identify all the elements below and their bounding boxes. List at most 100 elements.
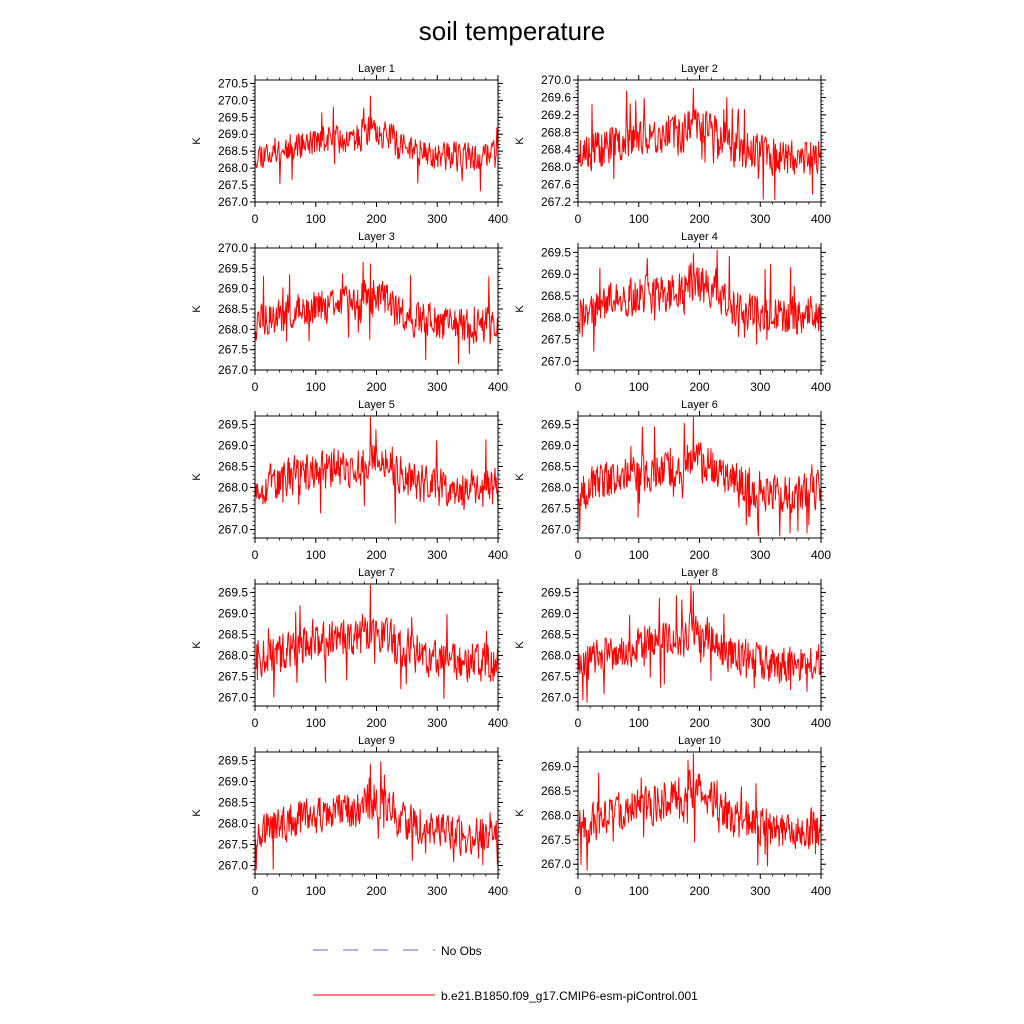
y-tick-label: 269.0 (218, 282, 248, 296)
y-tick-label: 270.0 (541, 73, 571, 87)
x-tick-label: 0 (575, 212, 582, 226)
y-axis-label: K (514, 473, 526, 481)
panel-title: Layer 3 (358, 231, 395, 243)
series-line (255, 95, 499, 192)
y-tick-label: 269.0 (218, 606, 248, 620)
x-tick-label: 200 (366, 380, 386, 394)
y-tick-label: 268.5 (541, 784, 571, 798)
x-tick-label: 0 (252, 884, 259, 898)
y-axis-label: K (191, 473, 203, 481)
x-tick-label: 200 (689, 380, 709, 394)
y-tick-label: 268.5 (541, 627, 571, 641)
y-tick-label: 269.0 (541, 438, 571, 452)
x-tick-label: 400 (811, 548, 831, 562)
x-tick-label: 200 (689, 212, 709, 226)
y-tick-label: 267.0 (218, 691, 248, 705)
y-axis-label: K (191, 305, 203, 313)
y-tick-label: 268.0 (541, 160, 571, 174)
x-tick-label: 300 (427, 884, 447, 898)
x-tick-label: 0 (575, 380, 582, 394)
y-tick-label: 269.0 (541, 606, 571, 620)
y-axis-label: K (514, 305, 526, 313)
x-tick-label: 200 (366, 212, 386, 226)
x-tick-label: 300 (750, 548, 770, 562)
y-tick-label: 268.5 (218, 627, 248, 641)
x-tick-label: 200 (689, 548, 709, 562)
series-line (255, 261, 499, 365)
x-tick-label: 300 (427, 716, 447, 730)
panel-title: Layer 4 (681, 231, 718, 243)
x-tick-label: 100 (629, 212, 649, 226)
y-tick-label: 269.5 (541, 585, 571, 599)
y-tick-label: 267.5 (218, 178, 248, 192)
legend-label-model: b.e21.B1850.f09_g17.CMIP6-esm-piControl.… (441, 989, 698, 1003)
panel-layer-5: Layer 5 K 267.0 267.5 268.0 268.5 269.0 269.5 0 1… (191, 399, 508, 562)
y-tick-label: 268.0 (541, 649, 571, 663)
panel-layer-7: Layer 7 K 267.0 267.5 268.0 268.5 269.0 269.5 0 1… (191, 567, 508, 730)
panel-title: Layer 5 (358, 399, 395, 411)
legend-label-no-obs: No Obs (441, 944, 482, 958)
panel-title: Layer 8 (681, 567, 718, 579)
y-tick-label: 269.0 (218, 127, 248, 141)
y-tick-label: 268.5 (218, 144, 248, 158)
y-tick-label: 267.5 (218, 343, 248, 357)
x-tick-label: 300 (750, 380, 770, 394)
y-tick-label: 270.5 (218, 76, 248, 90)
panel-title: Layer 10 (678, 735, 721, 747)
x-tick-label: 100 (629, 716, 649, 730)
y-tick-label: 269.0 (218, 438, 248, 452)
panel-title: Layer 6 (681, 399, 718, 411)
plot-frame (577, 415, 822, 539)
x-tick-label: 300 (750, 716, 770, 730)
y-tick-label: 269.0 (541, 267, 571, 281)
x-tick-label: 100 (306, 212, 326, 226)
x-tick-label: 200 (366, 716, 386, 730)
y-tick-label: 268.0 (218, 161, 248, 175)
y-tick-label: 269.6 (541, 90, 571, 104)
panel-layer-1: Layer 1 K 267.0 267.5 268.0 268.5 269.0 269.5 27… (191, 63, 508, 226)
series-line (255, 761, 499, 871)
y-tick-label: 267.0 (218, 363, 248, 377)
y-tick-label: 267.0 (541, 354, 571, 368)
x-tick-label: 400 (811, 380, 831, 394)
x-tick-label: 400 (488, 548, 508, 562)
series-line (255, 584, 499, 699)
x-tick-label: 300 (750, 212, 770, 226)
x-tick-label: 100 (629, 548, 649, 562)
y-tick-label: 267.0 (218, 195, 248, 209)
y-tick-label: 267.5 (218, 670, 248, 684)
y-tick-label: 268.0 (541, 808, 571, 822)
y-tick-label: 269.5 (218, 110, 248, 124)
x-tick-label: 400 (488, 212, 508, 226)
y-tick-label: 267.5 (541, 502, 571, 516)
y-tick-label: 267.5 (218, 838, 248, 852)
y-tick-label: 267.0 (541, 523, 571, 537)
panels: Layer 1 K 267.0 267.5 268.0 268.5 269.0 269.5 27… (191, 63, 831, 898)
y-axis-label: K (514, 137, 526, 145)
y-tick-label: 270.0 (218, 93, 248, 107)
y-tick-label: 269.5 (541, 417, 571, 431)
x-tick-label: 200 (366, 548, 386, 562)
x-tick-label: 300 (427, 212, 447, 226)
panel-layer-10: Layer 10 K 267.0 267.5 268.0 268.5 269.0 0 100 20… (514, 735, 831, 898)
y-tick-label: 268.4 (541, 143, 571, 157)
panel-layer-9: Layer 9 K 267.0 267.5 268.0 268.5 269.0 269.5 0 1… (191, 735, 508, 898)
y-axis-label: K (191, 137, 203, 145)
y-tick-label: 268.0 (541, 481, 571, 495)
y-tick-label: 268.0 (218, 817, 248, 831)
x-tick-label: 300 (427, 380, 447, 394)
y-tick-label: 268.0 (218, 481, 248, 495)
y-tick-label: 270.0 (218, 241, 248, 255)
y-tick-label: 268.0 (218, 322, 248, 336)
panel-title: Layer 1 (358, 63, 395, 75)
x-tick-label: 0 (252, 716, 259, 730)
x-tick-label: 400 (811, 212, 831, 226)
x-tick-label: 400 (488, 884, 508, 898)
panel-layer-8: Layer 8 K 267.0 267.5 268.0 268.5 269.0 269.5 0 1… (514, 567, 831, 730)
y-axis-label: K (514, 641, 526, 649)
y-tick-label: 267.0 (541, 691, 571, 705)
y-tick-label: 267.5 (541, 670, 571, 684)
x-tick-label: 100 (306, 548, 326, 562)
y-tick-label: 267.2 (541, 195, 571, 209)
y-tick-label: 267.0 (541, 857, 571, 871)
